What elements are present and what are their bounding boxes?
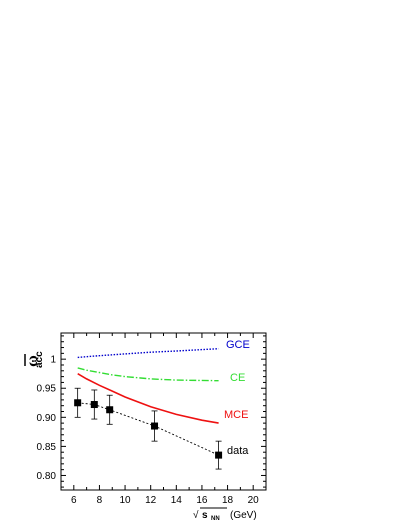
x-tick-label: 14: [171, 495, 183, 506]
data-point: [151, 422, 159, 430]
tick-labels: 6 8 10 12 14 16 18 20 0.80 0.85 0.90 0.95 1: [37, 355, 260, 506]
x-axis-label: √ s NN (GeV): [193, 507, 257, 522]
data-point: [215, 451, 223, 459]
x-tick-label: 12: [145, 495, 157, 506]
y-tick-label: 0.80: [37, 471, 57, 482]
y-axis-label-subscript: acc: [34, 351, 45, 368]
y-tick-label: 1: [50, 355, 56, 366]
x-tick-label: 6: [71, 495, 77, 506]
series-label: data: [227, 445, 249, 457]
series-line: [77, 367, 219, 382]
x-tick-label: 10: [120, 495, 132, 506]
series-layer: GCE CE MCE data: [74, 339, 250, 470]
series-label: MCE: [224, 409, 248, 421]
x-tick-label: 18: [222, 495, 234, 506]
series-label: CE: [230, 372, 245, 384]
y-tick-label: 0.90: [37, 413, 57, 424]
series-data: data: [74, 387, 249, 470]
y-tick-label: 0.95: [37, 384, 57, 395]
svg-text:√: √: [193, 509, 199, 521]
series-line: [77, 373, 219, 424]
series-line: [77, 402, 219, 456]
data-point: [106, 406, 114, 414]
series-line: [77, 348, 219, 359]
svg-text:NN: NN: [211, 516, 220, 522]
series-gce: GCE: [77, 339, 250, 359]
svg-text:s: s: [202, 510, 208, 521]
series-label: GCE: [226, 339, 250, 351]
y-tick-label: 0.85: [37, 442, 57, 453]
plot-frame: [60, 332, 267, 491]
data-point: [90, 401, 98, 409]
y-axis-label: ω: [24, 355, 41, 367]
x-tick-label: 20: [248, 495, 260, 506]
svg-text:(GeV): (GeV): [230, 510, 257, 521]
series-ce: CE: [77, 367, 245, 384]
x-tick-label: 8: [97, 495, 103, 506]
x-tick-label: 16: [196, 495, 208, 506]
data-point: [74, 399, 82, 407]
series-mce: MCE: [77, 373, 248, 424]
